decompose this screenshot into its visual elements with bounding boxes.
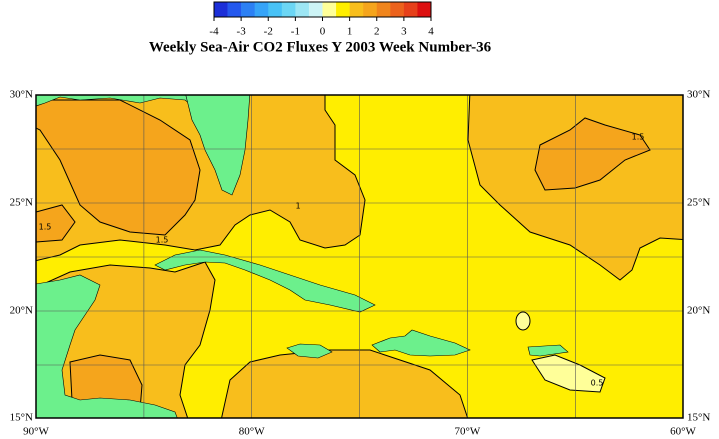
contour-label: 1	[295, 202, 300, 211]
map	[36, 95, 683, 418]
flux-region	[36, 99, 201, 236]
colorbar-segment	[254, 2, 269, 17]
colorbar: -4 -3 -2 -1 0 1 2 3 4	[209, 1, 434, 38]
colorbar-tick-label: -4	[209, 26, 219, 38]
colorbar-tick-label: -3	[237, 26, 247, 38]
title: Weekly Sea-Air CO2 Fluxes Y 2003 Week Nu…	[149, 39, 492, 55]
colorbar-tick-label: -2	[264, 26, 273, 38]
colorbar-tick-label: 4	[428, 26, 434, 38]
contour-label: 1.5	[39, 223, 52, 232]
land	[527, 344, 569, 357]
map-frame	[35, 94, 684, 419]
contour-label: 1.5	[632, 133, 645, 142]
colorbar-segment	[417, 2, 432, 17]
colorbar-segment	[268, 2, 283, 17]
lat-label: 15°N	[10, 412, 33, 424]
colorbar-tick-label: 0	[320, 26, 326, 38]
colorbar-segment	[322, 2, 337, 17]
lat-label: 20°N	[10, 305, 33, 317]
lat-label: 15°N	[687, 412, 710, 424]
colorbar-segment	[390, 2, 405, 17]
flux-region	[515, 311, 531, 331]
land	[371, 329, 471, 357]
contour-label: 1.5	[156, 236, 169, 245]
colorbar-segment	[403, 2, 418, 17]
land	[185, 95, 251, 196]
colorbar-segment	[363, 2, 378, 17]
colorbar-segment	[214, 2, 228, 17]
colorbar-segment	[241, 2, 255, 17]
lat-label: 25°N	[10, 197, 33, 209]
colorbar-segment	[308, 2, 323, 17]
flux-region	[534, 117, 651, 191]
lat-label: 30°N	[10, 89, 33, 101]
lat-label: 20°N	[687, 305, 710, 317]
colorbar-tick-label: -1	[291, 26, 300, 38]
colorbar-segment	[376, 2, 391, 17]
lon-label: 60°W	[670, 426, 696, 438]
flux-region	[221, 349, 469, 418]
lat-label: 30°N	[687, 89, 710, 101]
colorbar-segment	[295, 2, 310, 17]
lat-label: 25°N	[687, 197, 710, 209]
colorbar-tick-label: 3	[401, 26, 407, 38]
contour-label: 0.5	[591, 379, 604, 388]
colorbar-segment	[281, 2, 296, 17]
colorbar-segment	[349, 2, 364, 17]
land	[154, 249, 376, 313]
lon-label: 70°W	[455, 426, 481, 438]
flux-region	[36, 204, 76, 243]
lon-label: 90°W	[23, 426, 49, 438]
colorbar-tick-label: 2	[374, 26, 380, 38]
colorbar-tick-label: 1	[347, 26, 353, 38]
lon-label: 80°W	[239, 426, 265, 438]
land	[286, 343, 333, 359]
colorbar-segment	[227, 2, 242, 17]
grid	[36, 95, 683, 418]
flux-region	[531, 354, 606, 393]
colorbar-segment	[336, 2, 350, 17]
